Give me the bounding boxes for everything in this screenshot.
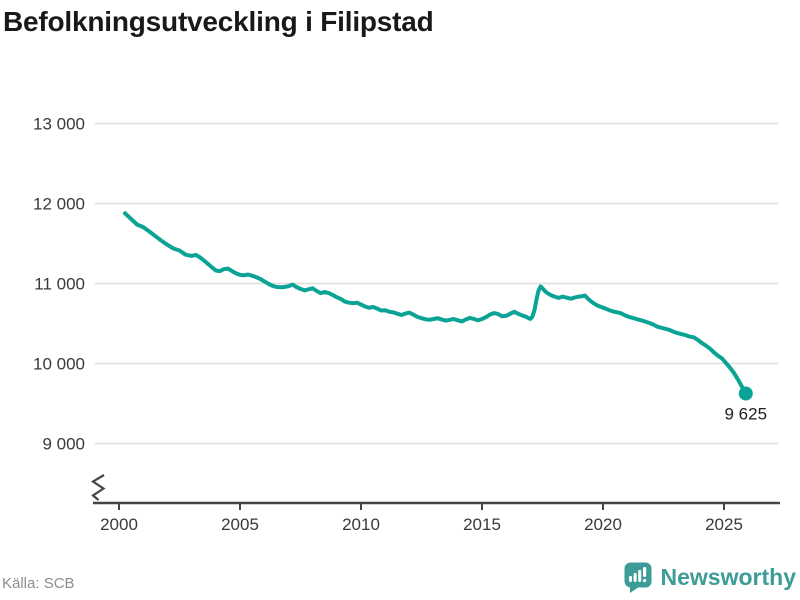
newsworthy-logo[interactable]: Newsworthy <box>623 561 796 593</box>
y-axis-tick-label: 9 000 <box>42 435 85 454</box>
newsworthy-brand-text: Newsworthy <box>660 563 796 590</box>
last-value-label: 9 625 <box>725 405 768 424</box>
x-axis-tick-label: 2020 <box>584 515 622 534</box>
x-axis-tick-label: 2015 <box>463 515 501 534</box>
x-axis-tick-label: 2005 <box>221 515 259 534</box>
x-axis-tick-label: 2010 <box>342 515 380 534</box>
y-axis-tick-label: 11 000 <box>34 275 85 294</box>
x-axis-tick-label: 2000 <box>100 515 138 534</box>
axis-break-icon <box>90 474 106 501</box>
page-title: Befolkningsutveckling i Filipstad <box>3 6 434 37</box>
source-label: Källa: SCB <box>2 575 75 592</box>
y-axis-tick-label: 10 000 <box>33 355 85 374</box>
y-axis-tick-label: 12 000 <box>33 195 85 214</box>
x-axis-tick-label: 2025 <box>705 515 743 534</box>
bar-chart-exclamation-icon <box>628 567 646 583</box>
y-axis-tick-label: 13 000 <box>33 115 85 134</box>
newsworthy-logo-icon <box>624 562 652 593</box>
population-line <box>123 211 748 396</box>
last-point-marker <box>738 386 753 401</box>
